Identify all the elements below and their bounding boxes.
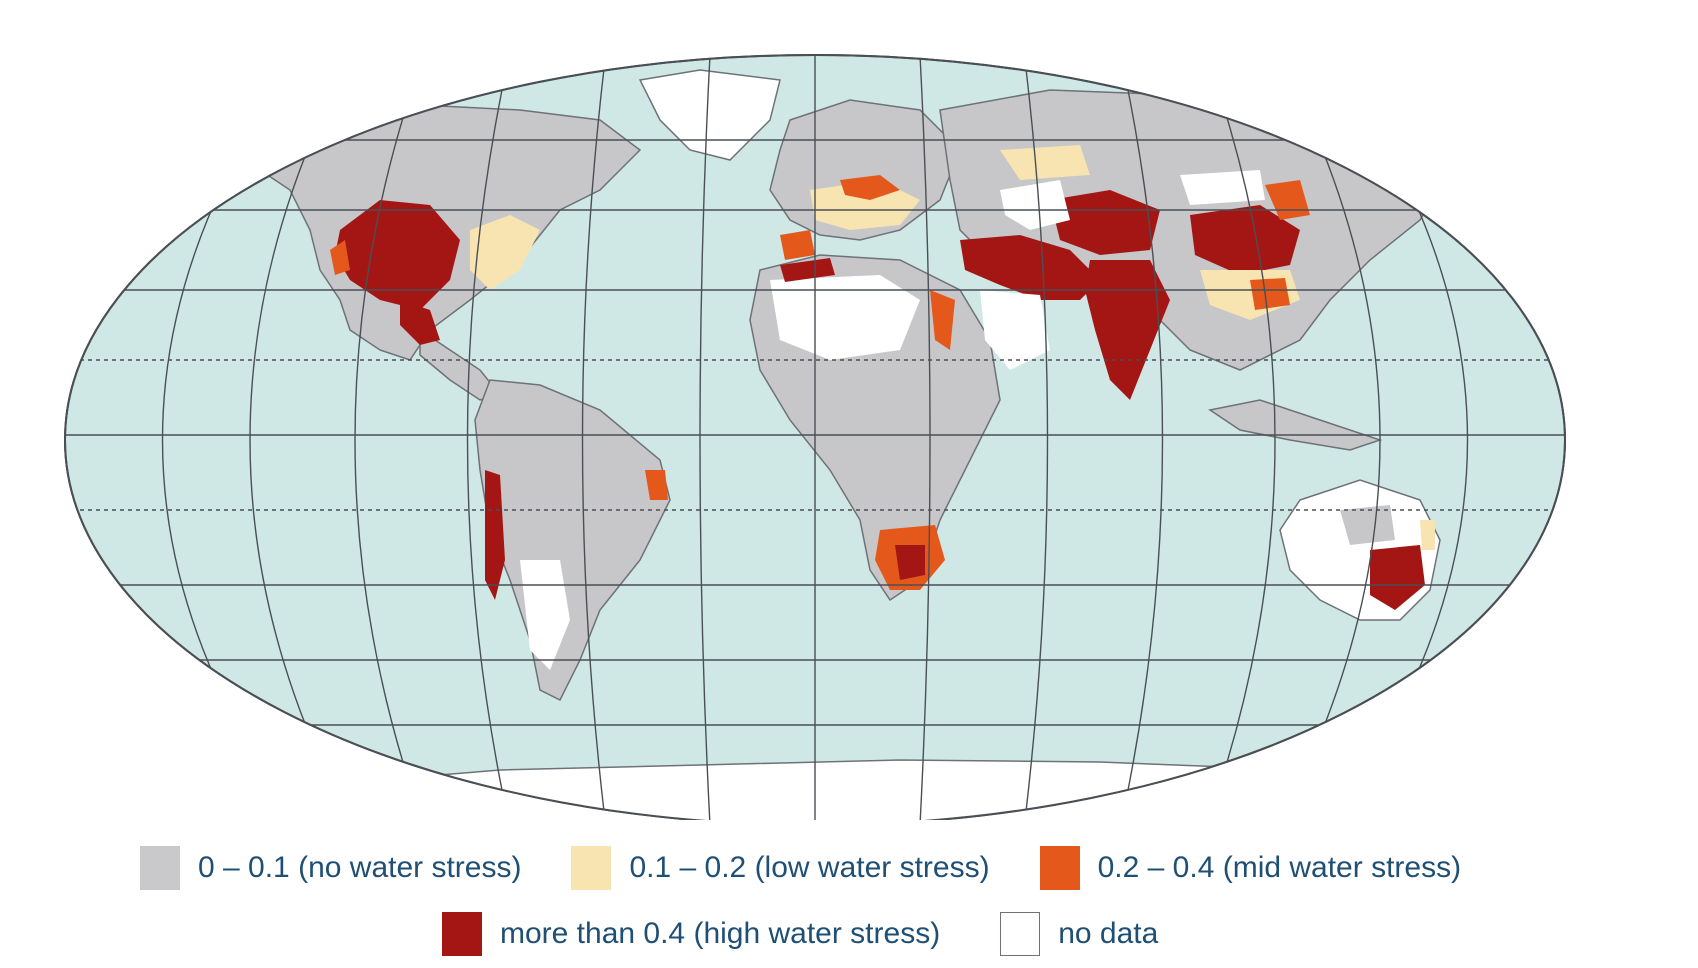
legend-item-nodata: no data <box>1000 912 1158 956</box>
legend-swatch-none <box>140 846 180 890</box>
graticule <box>65 55 1565 820</box>
legend-swatch-low <box>571 846 612 890</box>
stress-mid-brazil <box>645 470 668 500</box>
stress-nodata-central-asia <box>1000 180 1070 230</box>
land-indonesia <box>1208 399 1383 451</box>
legend-item-high: more than 0.4 (high water stress) <box>442 912 940 956</box>
stress-low-australia <box>1420 520 1435 550</box>
legend-label-mid: 0.2 – 0.4 (mid water stress) <box>1097 851 1462 884</box>
legend-row-2: more than 0.4 (high water stress) no dat… <box>442 912 1158 956</box>
legend-row-1: 0 – 0.1 (no water stress) 0.1 – 0.2 (low… <box>140 846 1461 890</box>
stress-mid-nile <box>930 290 955 350</box>
stress-mid-china-south <box>1250 278 1290 310</box>
stress-mid-europe <box>840 175 900 200</box>
longitude-line <box>161 159 236 721</box>
map-outline <box>64 54 1566 820</box>
legend-swatch-nodata <box>1000 912 1041 956</box>
land-antarctica <box>379 759 1401 820</box>
map-svg <box>64 54 1566 820</box>
stress-high-south-africa <box>895 545 925 580</box>
stress-nodata-patagonia <box>520 560 570 670</box>
longitude-line <box>1124 74 1164 806</box>
longitude-line <box>919 55 931 820</box>
stress-high-middle-east <box>960 235 1100 300</box>
world-water-stress-map <box>64 54 1566 820</box>
stress-mid-us <box>330 240 350 275</box>
longitude-line <box>354 94 411 786</box>
stress-high-chile <box>485 470 505 600</box>
legend-swatch-mid <box>1039 846 1080 890</box>
legend-label-none: 0 – 0.1 (no water stress) <box>198 851 522 884</box>
stress-high-spain <box>780 230 815 260</box>
stress-low-us-east <box>470 215 540 290</box>
legend-label-nodata: no data <box>1058 917 1159 950</box>
longitude-line <box>466 74 506 806</box>
stress-overlays <box>330 145 1435 670</box>
longitude-line <box>581 59 606 820</box>
longitude-line <box>1309 119 1381 761</box>
longitude-line <box>249 119 321 761</box>
stress-low-kazakh <box>1000 145 1090 180</box>
legend-item-low: 0.1 – 0.2 (low water stress) <box>571 846 990 890</box>
longitude-line <box>1024 59 1049 820</box>
longitude-line <box>699 55 711 820</box>
legend-label-high: more than 0.4 (high water stress) <box>500 917 941 950</box>
longitude-line <box>1394 159 1469 721</box>
stress-nodata-sahara <box>770 275 920 360</box>
stress-nodata-arabia <box>980 290 1050 370</box>
legend-item-none: 0 – 0.1 (no water stress) <box>140 846 521 890</box>
stress-high-china <box>1190 205 1300 275</box>
longitude-line <box>1219 94 1276 786</box>
stress-nodata-australia-grey <box>1340 505 1395 545</box>
legend-label-low: 0.1 – 0.2 (low water stress) <box>629 851 990 884</box>
stress-high-india <box>1085 260 1170 400</box>
stress-high-mexico <box>400 300 440 345</box>
stress-high-central-asia <box>1050 190 1160 255</box>
legend-swatch-high <box>442 912 482 956</box>
stress-high-maghreb <box>780 258 835 282</box>
stress-high-australia <box>1370 545 1425 610</box>
stress-nodata-mongolia <box>1180 170 1265 205</box>
legend-item-mid: 0.2 – 0.4 (mid water stress) <box>1039 846 1462 890</box>
